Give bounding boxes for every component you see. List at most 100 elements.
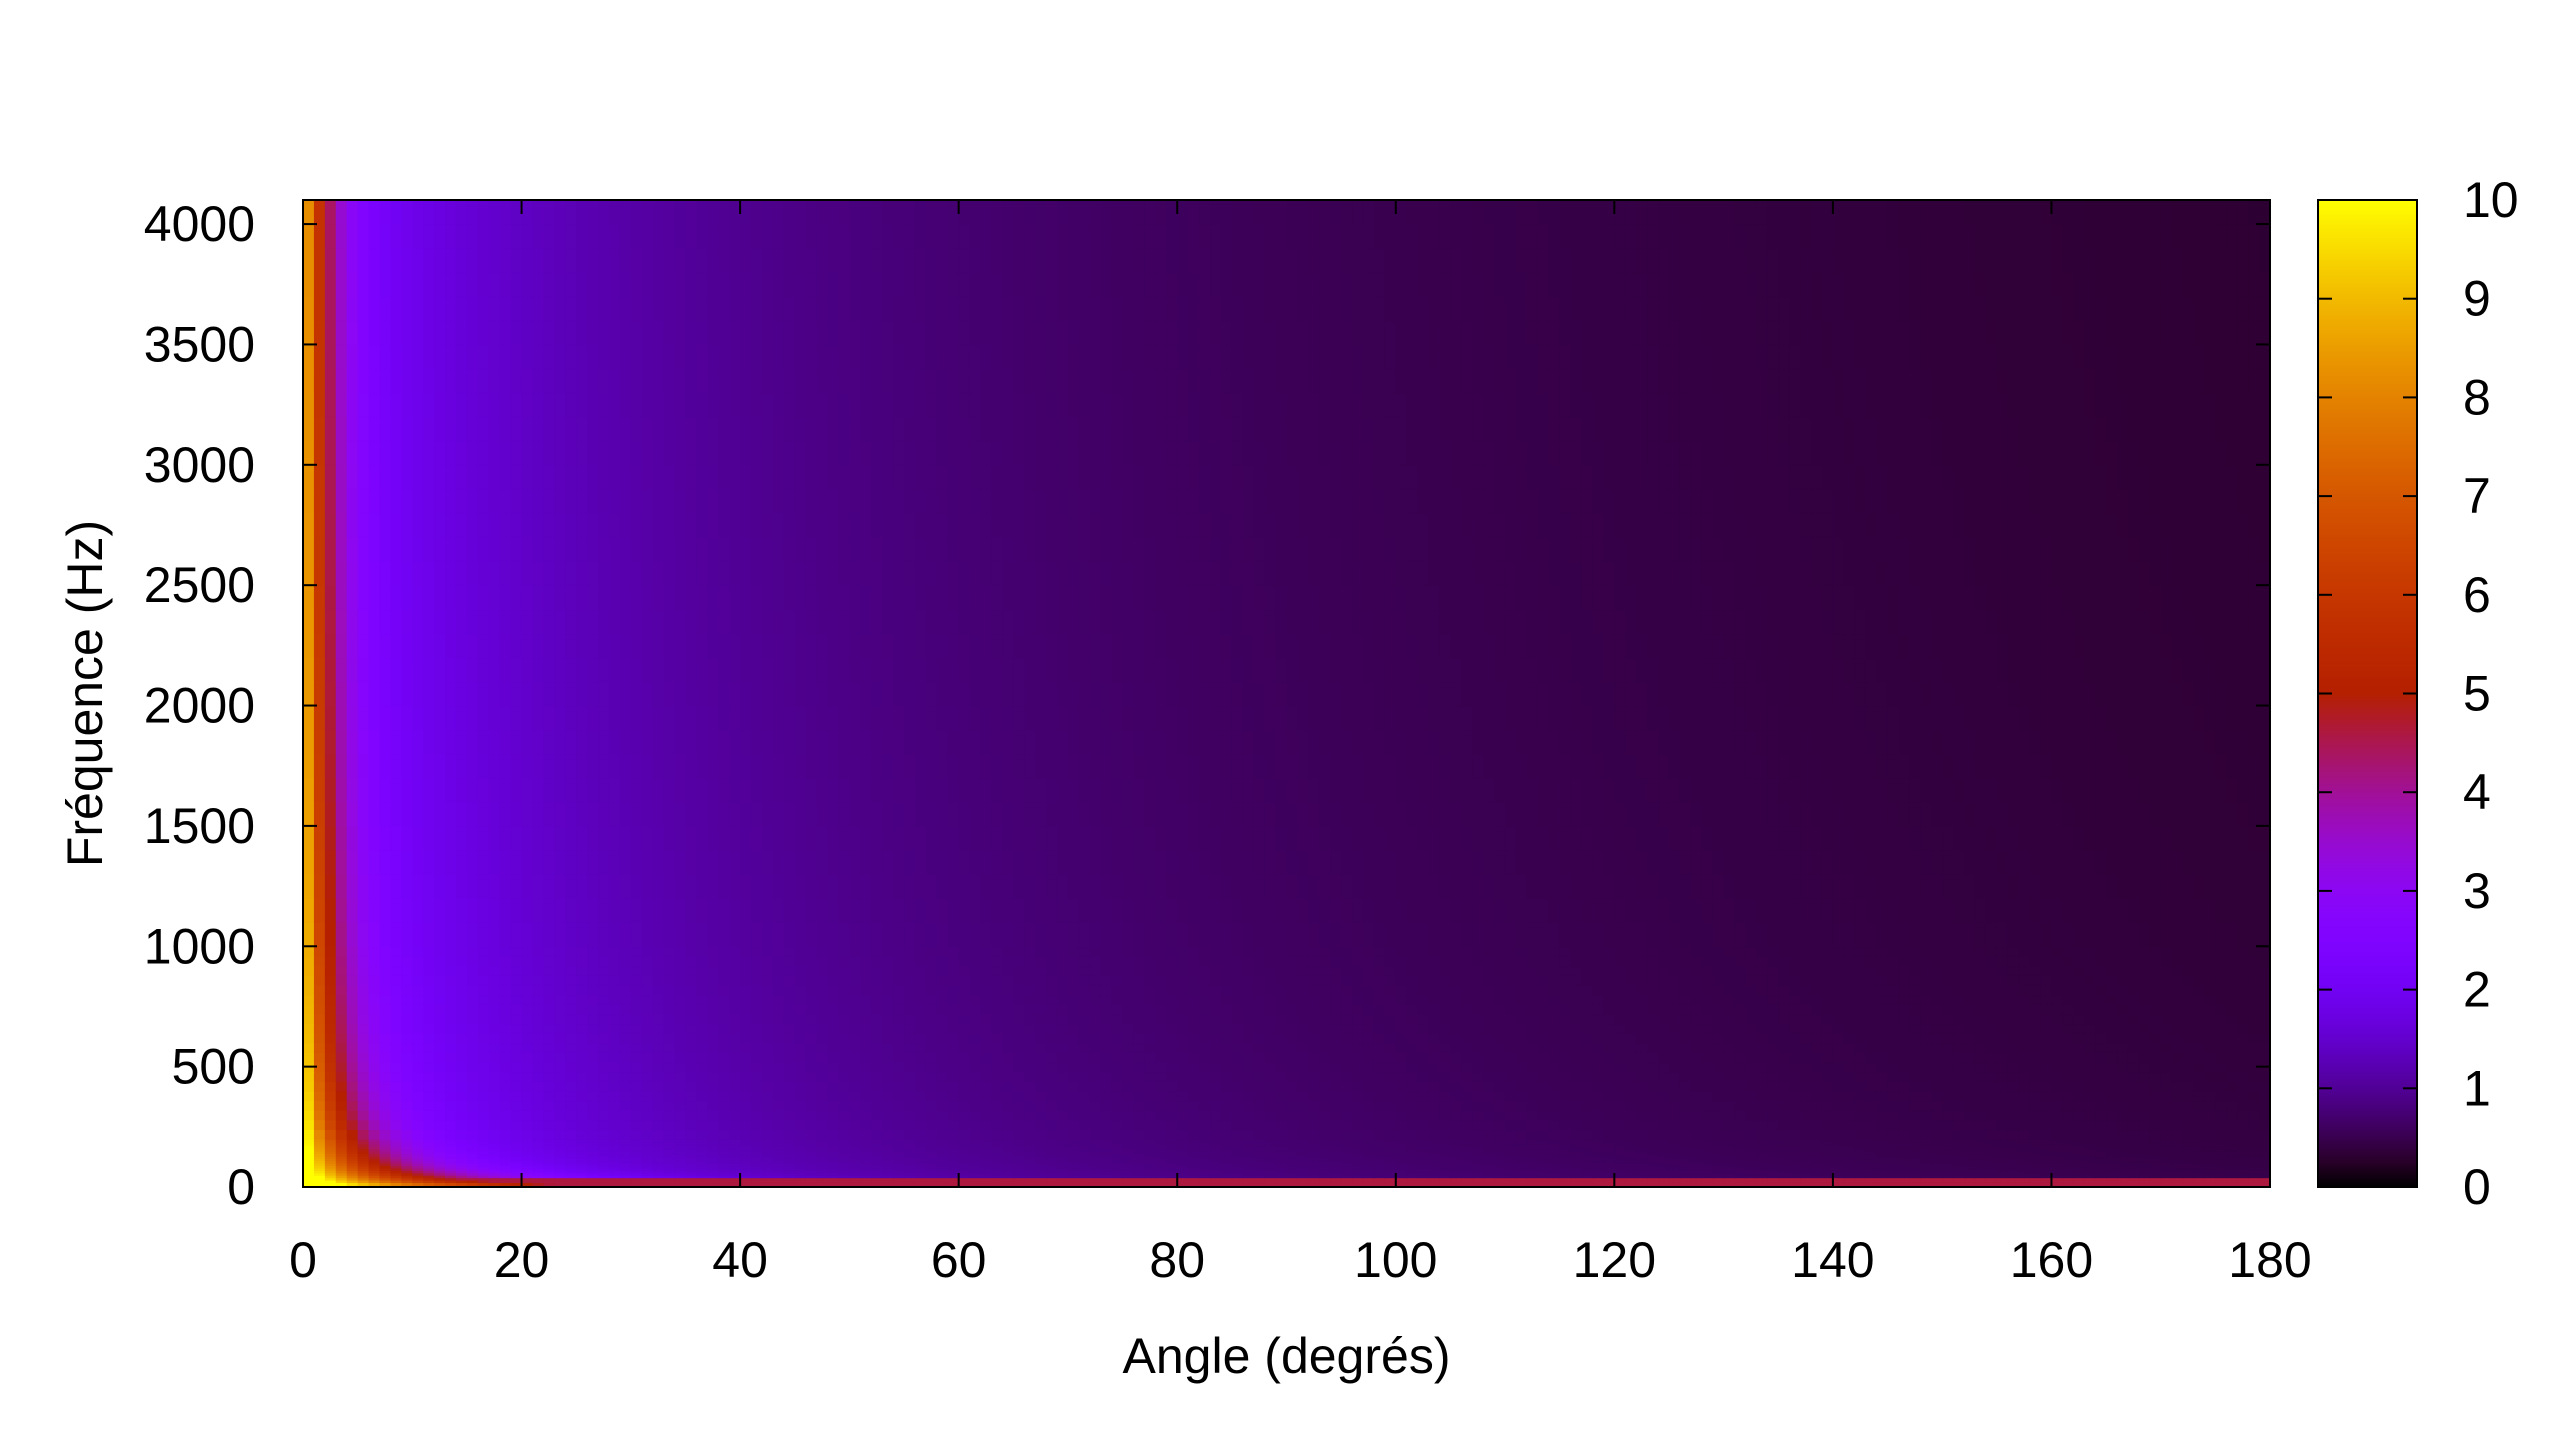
heatmap-cell: [2171, 1160, 2184, 1164]
heatmap-cell: [893, 1177, 905, 1181]
heatmap-cell: [303, 1109, 315, 1121]
heatmap-cell: [1865, 1119, 1878, 1131]
heatmap-cell: [838, 1138, 851, 1143]
heatmap-cell: [1690, 1162, 1703, 1167]
heatmap-cell: [1166, 1071, 1179, 1082]
heatmap-cell: [313, 1177, 326, 1181]
heatmap-cell: [1035, 1109, 1047, 1121]
heatmap-cell: [1461, 1090, 1474, 1102]
heatmap-cell: [1570, 1174, 1583, 1179]
heatmap-cell: [390, 1146, 403, 1150]
heatmap-cell: [860, 1081, 873, 1092]
heatmap-cell: [696, 1165, 709, 1169]
heatmap-cell: [1647, 1160, 1659, 1164]
heatmap-cell: [1199, 1100, 1211, 1111]
heatmap-cell: [871, 1165, 883, 1169]
heatmap-cell: [2051, 1146, 2064, 1150]
heatmap-cell: [1548, 1155, 1561, 1159]
heatmap-cell: [914, 1174, 927, 1179]
heatmap-cell: [1362, 1179, 1375, 1183]
heatmap-cell: [2237, 1162, 2249, 1167]
heatmap-cell: [390, 1109, 403, 1121]
heatmap-cell: [2248, 1129, 2260, 1140]
heatmap-cell: [1100, 1182, 1113, 1186]
heatmap-cell: [718, 1160, 730, 1164]
heatmap-cell: [1603, 1150, 1616, 1155]
heatmap-cell: [1778, 1109, 1790, 1121]
heatmap-cell: [1548, 1148, 1561, 1152]
heatmap-cell: [1395, 1162, 1408, 1167]
heatmap-cell: [1800, 1153, 1812, 1157]
heatmap-cell: [1352, 1090, 1364, 1102]
heatmap-cell: [2193, 1141, 2206, 1145]
heatmap-cell: [1625, 1174, 1637, 1179]
heatmap-cell: [1428, 1061, 1441, 1073]
heatmap-cell: [1789, 1119, 1801, 1131]
heatmap-cell: [1559, 1153, 1572, 1157]
heatmap-cell: [510, 1153, 523, 1157]
heatmap-cell: [1384, 1061, 1397, 1073]
heatmap-cell: [1341, 1160, 1353, 1164]
heatmap-cell: [1046, 1172, 1058, 1176]
heatmap-cell: [466, 1158, 479, 1162]
heatmap-cell: [925, 1162, 938, 1167]
heatmap-cell: [2160, 1160, 2173, 1164]
heatmap-cell: [2149, 1174, 2162, 1179]
heatmap-cell: [1767, 1155, 1780, 1159]
heatmap-cell: [1319, 1090, 1332, 1102]
heatmap-cell: [532, 1138, 545, 1143]
heatmap-cell: [1395, 1165, 1408, 1169]
heatmap-cell: [1647, 1100, 1659, 1111]
heatmap-cell: [1811, 1170, 1823, 1174]
heatmap-cell: [1275, 1109, 1288, 1121]
heatmap-cell: [1362, 1146, 1375, 1150]
heatmap-cell: [969, 1170, 982, 1174]
heatmap-cell: [729, 1138, 741, 1143]
heatmap-cell: [521, 1100, 534, 1111]
heatmap-cell: [1286, 1158, 1299, 1162]
heatmap-cell: [2215, 1172, 2228, 1176]
heatmap-cell: [1155, 1172, 1168, 1176]
heatmap-cell: [958, 1172, 971, 1176]
heatmap-cell: [1341, 1177, 1353, 1181]
heatmap-cell: [2171, 1177, 2184, 1181]
heatmap-cell: [685, 1177, 698, 1181]
heatmap-cell: [1362, 1109, 1375, 1121]
heatmap-cell: [2095, 1170, 2107, 1174]
heatmap-cell: [1996, 1143, 2009, 1147]
heatmap-cell: [2007, 1148, 2020, 1152]
heatmap-cell: [2182, 1141, 2195, 1145]
heatmap-cell: [2138, 1150, 2151, 1155]
heatmap-cell: [510, 1150, 523, 1155]
heatmap-cell: [2127, 1146, 2140, 1150]
heatmap-cell: [576, 1141, 588, 1145]
heatmap-cell: [893, 1165, 905, 1169]
heatmap-cell: [1668, 1155, 1681, 1159]
heatmap-cell: [1166, 1155, 1179, 1159]
heatmap-cell: [772, 1179, 785, 1183]
heatmap-cell: [761, 1090, 774, 1102]
heatmap-cell: [2007, 1138, 2020, 1143]
heatmap-cell: [1942, 1174, 1954, 1179]
heatmap-cell: [543, 1153, 556, 1157]
heatmap-cell: [1078, 1162, 1091, 1167]
heatmap-cell: [1242, 1165, 1255, 1169]
heatmap-cell: [1242, 1177, 1255, 1181]
heatmap-cell: [1515, 1119, 1528, 1131]
heatmap-cell: [1297, 1071, 1310, 1082]
heatmap-cell: [1920, 1179, 1933, 1183]
heatmap-cell: [1778, 1179, 1790, 1183]
heatmap-cell: [379, 1143, 392, 1147]
heatmap-cell: [1909, 1174, 1922, 1179]
heatmap-cell: [1155, 1138, 1168, 1143]
heatmap-cell: [455, 1081, 468, 1092]
heatmap-cell: [2226, 1160, 2239, 1164]
heatmap-cell: [1581, 1179, 1594, 1183]
heatmap-cell: [1974, 1177, 1987, 1181]
heatmap-cell: [1658, 1174, 1670, 1179]
heatmap-cell: [1537, 1170, 1550, 1174]
heatmap-cell: [2062, 1160, 2075, 1164]
heatmap-cell: [1537, 1148, 1550, 1152]
heatmap-cell: [2248, 1071, 2260, 1082]
heatmap-cell: [1067, 1182, 1080, 1186]
